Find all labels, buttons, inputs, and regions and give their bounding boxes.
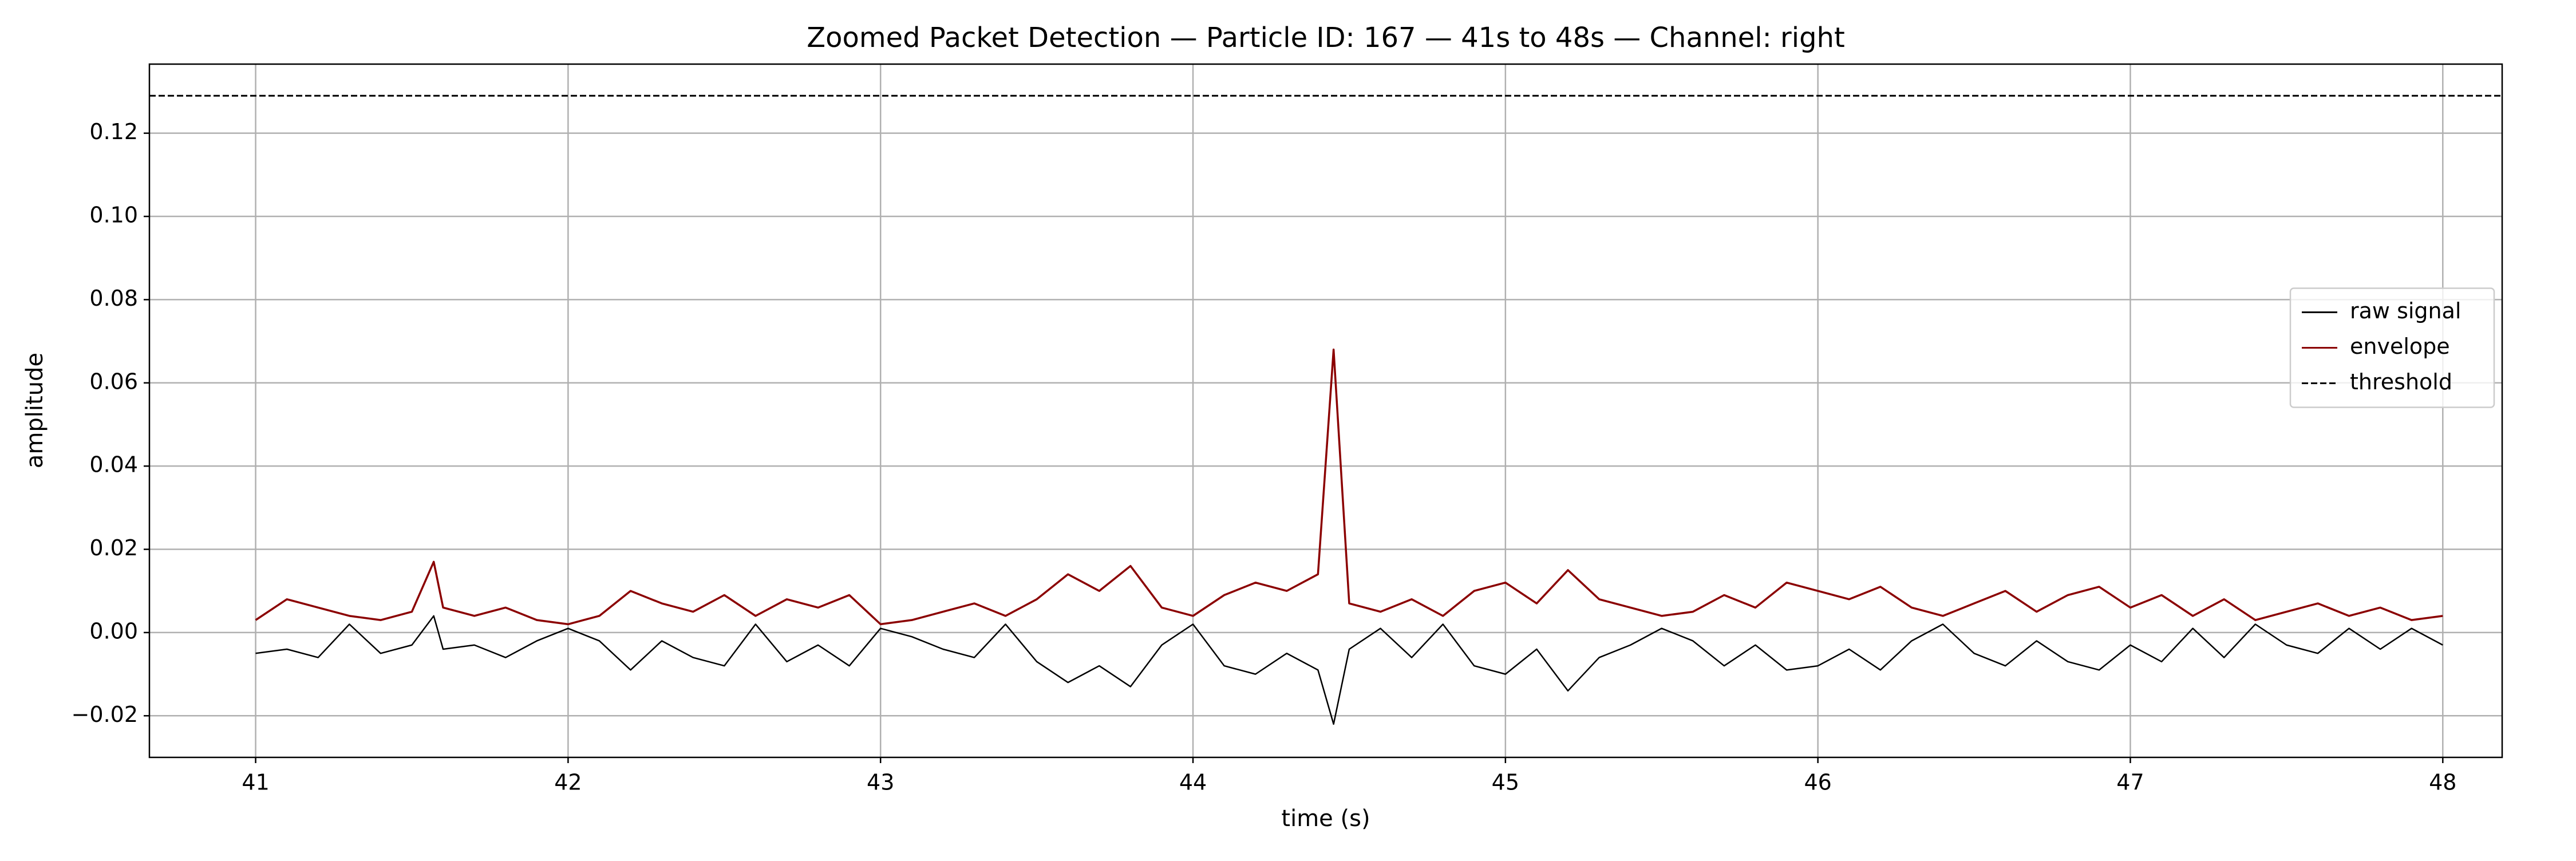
- x-tick-label: 44: [1179, 770, 1207, 795]
- x-tick-label: 45: [1492, 770, 1519, 795]
- x-tick-label: 46: [1804, 770, 1831, 795]
- x-tick-label: 42: [554, 770, 582, 795]
- x-tick-label: 41: [242, 770, 269, 795]
- chart-title: Zoomed Packet Detection — Particle ID: 1…: [807, 22, 1845, 54]
- legend-label: envelope: [2350, 334, 2450, 359]
- y-tick-label: −0.02: [72, 702, 138, 727]
- y-tick-label: 0.00: [89, 618, 138, 643]
- series-line: [255, 348, 2443, 626]
- y-tick-label: 0.04: [89, 452, 138, 477]
- x-tick-label: 47: [2116, 770, 2144, 795]
- y-axis-label: amplitude: [22, 353, 48, 468]
- x-tick-label: 43: [867, 770, 894, 795]
- y-tick-label: 0.10: [89, 203, 138, 228]
- series-line: [255, 615, 2443, 725]
- plot-frame: [148, 63, 2503, 759]
- y-tick-label: 0.08: [89, 286, 138, 311]
- y-tick-label: 0.02: [89, 535, 138, 560]
- y-tick-label: 0.06: [89, 369, 138, 394]
- y-tick-label: 0.12: [89, 119, 138, 144]
- legend-label: raw signal: [2350, 298, 2461, 323]
- legend-label: threshold: [2350, 369, 2452, 394]
- x-tick-label: 48: [2429, 770, 2456, 795]
- x-axis-label: time (s): [1281, 805, 1370, 832]
- legend-box: [2289, 287, 2495, 408]
